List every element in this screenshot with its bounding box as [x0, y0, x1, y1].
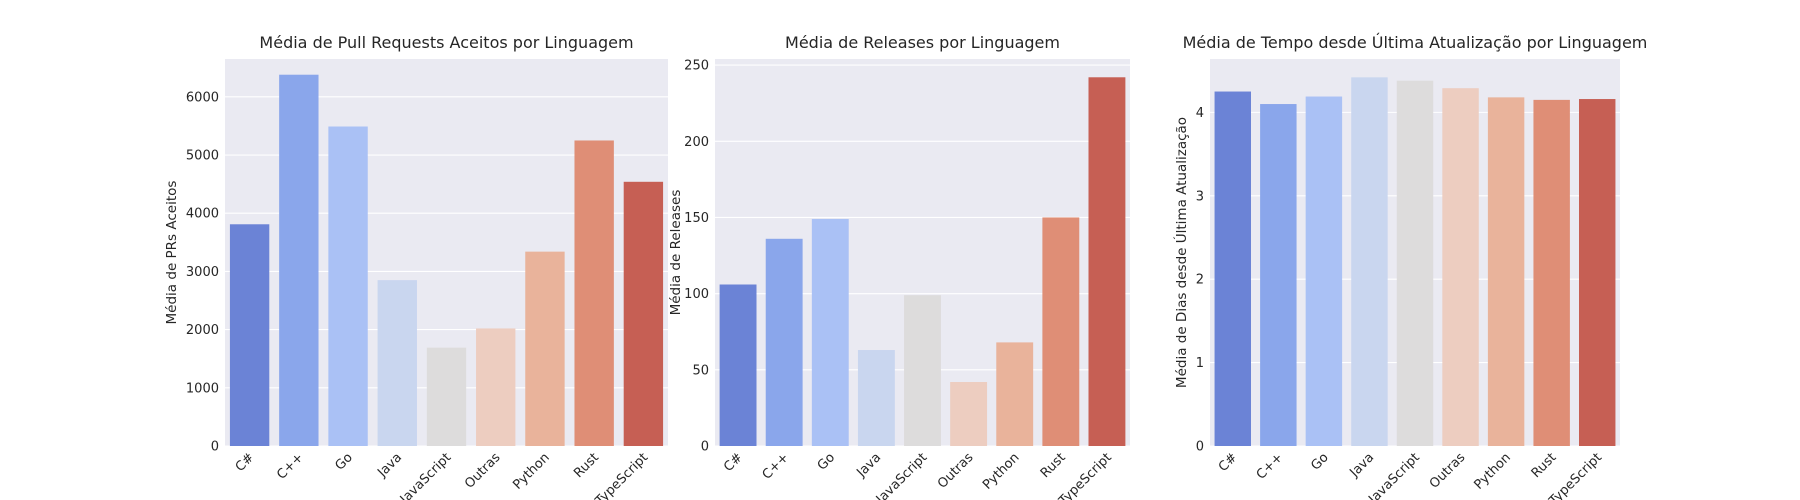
prs-y-tick-label: 2000	[186, 323, 219, 338]
releases-bar-typescript	[1088, 77, 1126, 447]
releases-bar-python	[996, 342, 1034, 446]
update-time-y-tick-label: 2	[1196, 273, 1204, 288]
releases-x-tick-label: Rust	[1038, 450, 1069, 481]
prs-x-tick-label: TypeScript	[592, 450, 651, 500]
prs-x-tick-label: JavaScript	[397, 450, 454, 500]
prs-x-tick-label: C#	[233, 450, 258, 475]
prs-y-axis-label: Média de PRs Aceitos	[164, 181, 180, 325]
releases-y-axis-label: Média de Releases	[668, 190, 684, 316]
prs-bar-javascript	[426, 347, 467, 446]
prs-x-tick-label: Python	[510, 450, 552, 492]
update-time-y-tick-label: 4	[1196, 106, 1204, 121]
releases-x-tick-label: Java	[853, 450, 884, 481]
releases-y-tick-label: 250	[684, 59, 709, 74]
update-time-bar-go	[1305, 96, 1343, 447]
releases-chart-title: Média de Releases por Linguagem	[785, 33, 1060, 52]
update-time-x-tick-label: C#	[1216, 450, 1241, 475]
update-time-x-tick-label: Python	[1471, 450, 1513, 492]
releases-bar-rust	[1042, 217, 1080, 446]
prs-x-tick-label: Go	[333, 450, 356, 473]
prs-bar-rust	[574, 140, 614, 446]
releases-bar-outras	[950, 382, 988, 446]
update-time-bar-outras	[1442, 88, 1479, 447]
prs-chart-title: Média de Pull Requests Aceitos por Lingu…	[259, 33, 633, 52]
releases-x-tick-label: JavaScript	[873, 450, 930, 500]
releases-y-tick-label: 100	[684, 287, 709, 302]
prs-bar-python	[525, 251, 565, 446]
update-time-x-tick-label: Outras	[1427, 450, 1469, 492]
prs-bar-go	[328, 126, 368, 446]
releases-y-tick-label: 0	[701, 440, 709, 455]
prs-x-tick-label: C++	[274, 450, 306, 482]
prs-bar-typescript	[623, 181, 664, 446]
update-time-chart-title: Média de Tempo desde Última Atualização …	[1183, 33, 1648, 52]
releases-bar-java	[857, 350, 895, 446]
releases-x-tick-label: Python	[980, 450, 1022, 492]
update-time-x-tick-label: Go	[1308, 450, 1331, 473]
releases-x-tick-label: Outras	[935, 450, 977, 492]
releases-bar-csharp	[719, 284, 757, 446]
update-time-bar-rust	[1533, 99, 1570, 447]
prs-chart-panel: 0 1000 2000 3000 4000 5000 6000 C# C++ Go JavaJava…	[164, 33, 668, 500]
prs-y-tick-label: 5000	[186, 149, 219, 164]
releases-y-tick-label: 150	[684, 211, 709, 226]
update-time-x-tick-label: Rust	[1529, 450, 1560, 481]
update-time-bar-cplusplus	[1260, 104, 1297, 447]
releases-x-tick-label: C#	[721, 450, 746, 475]
prs-x-tick-label: Outras	[462, 450, 504, 492]
update-time-y-tick-label: 0	[1196, 440, 1204, 455]
prs-bar-cplusplus	[279, 74, 319, 447]
update-time-bar-python	[1487, 97, 1525, 446]
prs-bar-java	[377, 280, 417, 446]
prs-bar-outras	[476, 328, 516, 446]
prs-y-tick-label: 1000	[186, 381, 219, 396]
update-time-bar-java	[1351, 77, 1388, 447]
prs-y-tick-label: 6000	[186, 90, 219, 105]
releases-y-tick-label: 50	[692, 363, 709, 378]
releases-x-tick-label: Go	[815, 450, 838, 473]
update-time-bar-javascript	[1396, 80, 1434, 446]
prs-y-tick-label: 4000	[186, 207, 219, 222]
releases-bar-cplusplus	[765, 238, 803, 446]
update-time-x-tick-label: Java	[1347, 450, 1378, 481]
prs-y-tick-label: 0	[211, 440, 219, 455]
prs-bar-csharp	[229, 224, 270, 446]
update-time-bar-typescript	[1579, 99, 1616, 446]
releases-bar-javascript	[904, 295, 941, 446]
releases-y-tick-label: 200	[684, 135, 709, 150]
prs-y-tick-label: 3000	[186, 265, 219, 280]
releases-bar-go	[811, 218, 849, 446]
update-time-bar-csharp	[1214, 91, 1251, 446]
prs-x-tick-label: Rust	[571, 450, 602, 481]
prs-x-tick-label: Java	[374, 450, 405, 481]
update-time-y-tick-label: 3	[1196, 189, 1204, 204]
releases-x-tick-label: C++	[760, 450, 792, 482]
update-time-x-tick-label: C++	[1254, 450, 1286, 482]
update-time-y-tick-label: 1	[1196, 356, 1204, 371]
update-time-y-axis-label: Média de Dias desde Última Atualização	[1172, 117, 1190, 388]
